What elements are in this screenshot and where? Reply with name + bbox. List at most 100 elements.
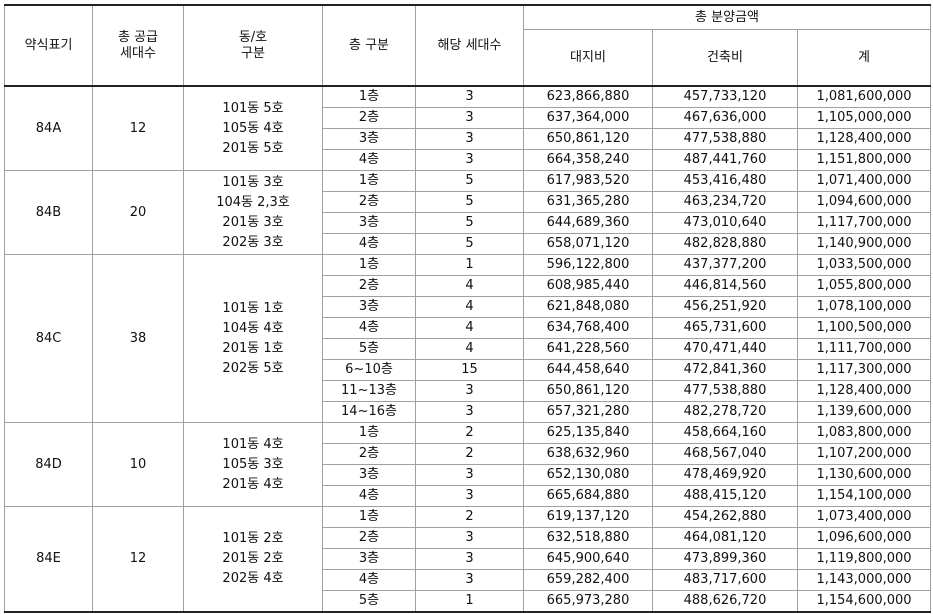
sum-cell: 1,130,600,000 <box>796 464 932 486</box>
land-cell: 657,321,280 <box>523 401 653 423</box>
supply-cell: 10 <box>92 422 184 507</box>
floor-cell: 11~13층 <box>322 380 416 402</box>
building-cell: 465,731,600 <box>652 317 798 339</box>
table-row: 5층 4 641,228,560 470,471,440 1,111,700,000 <box>5 338 932 360</box>
floor-cell: 4층 <box>322 485 416 507</box>
header-line: 총 공급 <box>117 29 158 45</box>
sum-cell: 1,111,700,000 <box>796 338 932 360</box>
price-table: 약식표기 총 공급 세대수 동/호 구분 층 구분 해당 세대수 총 분양금액 대지… <box>4 4 932 613</box>
header-cell: 동/호 구분 <box>183 4 323 87</box>
header-cell: 해당 세대수 <box>415 4 524 87</box>
supply-cell: 38 <box>92 254 184 423</box>
floor-cell: 2층 <box>322 191 416 213</box>
sum-cell: 1,071,400,000 <box>796 170 932 192</box>
floor-cell: 4층 <box>322 233 416 255</box>
building-cell: 446,814,560 <box>652 275 798 297</box>
building-cell: 477,538,880 <box>652 128 798 150</box>
land-cell: 619,137,120 <box>523 506 653 528</box>
sum-cell: 1,139,600,000 <box>796 401 932 423</box>
header-cell: 총 분양금액 <box>522 4 932 30</box>
sum-cell: 1,096,600,000 <box>796 527 932 549</box>
building-cell: 456,251,920 <box>652 296 798 318</box>
table-row: 11~13층 3 650,861,120 477,538,880 1,128,400,0… <box>5 380 932 402</box>
sum-cell: 1,055,800,000 <box>796 275 932 297</box>
header-line: 동/호 <box>238 29 268 45</box>
type-cell: 84D <box>4 422 93 507</box>
type-cell: 84E <box>4 506 93 613</box>
floor-cell: 1층 <box>322 506 416 528</box>
land-cell: 665,684,880 <box>523 485 653 507</box>
land-cell: 625,135,840 <box>523 422 653 444</box>
land-cell: 645,900,640 <box>523 548 653 570</box>
units-cell: 15 <box>415 359 524 381</box>
sum-cell: 1,151,800,000 <box>796 149 932 171</box>
building-cell: 473,899,360 <box>652 548 798 570</box>
units-cell: 1 <box>415 254 524 276</box>
building-cell: 468,567,040 <box>652 443 798 465</box>
floor-cell: 3층 <box>322 464 416 486</box>
floor-cell: 14~16층 <box>322 401 416 423</box>
land-cell: 596,122,800 <box>523 254 653 276</box>
floor-cell: 2층 <box>322 443 416 465</box>
dongho-line: 101동 5호 <box>222 100 284 116</box>
units-cell: 1 <box>415 590 524 613</box>
sum-cell: 1,073,400,000 <box>796 506 932 528</box>
building-cell: 488,415,120 <box>652 485 798 507</box>
header-cell: 약식표기 <box>4 4 93 87</box>
header-line: 세대수 <box>120 45 156 61</box>
floor-cell: 4층 <box>322 317 416 339</box>
sum-cell: 1,128,400,000 <box>796 128 932 150</box>
building-cell: 488,626,720 <box>652 590 798 613</box>
dongho-line: 101동 3호 <box>222 174 284 190</box>
dongho-line: 104동 2,3호 <box>216 194 290 210</box>
building-cell: 477,538,880 <box>652 380 798 402</box>
floor-cell: 3층 <box>322 548 416 570</box>
building-cell: 464,081,120 <box>652 527 798 549</box>
dongho-line: 202동 5호 <box>222 360 284 376</box>
building-cell: 478,469,920 <box>652 464 798 486</box>
units-cell: 3 <box>415 149 524 171</box>
dongho-line: 202동 4호 <box>222 571 284 586</box>
land-cell: 638,632,960 <box>523 443 653 465</box>
units-cell: 5 <box>415 212 524 234</box>
building-cell: 453,416,480 <box>652 170 798 192</box>
dongho-line: 104동 4호 <box>222 320 284 336</box>
land-cell: 621,848,080 <box>523 296 653 318</box>
table-row: 3층 3 645,900,640 473,899,360 1,119,800,000 <box>5 548 932 570</box>
land-cell: 632,518,880 <box>523 527 653 549</box>
units-cell: 4 <box>415 338 524 360</box>
units-cell: 3 <box>415 464 524 486</box>
units-cell: 3 <box>415 485 524 507</box>
floor-cell: 1층 <box>322 85 416 108</box>
floor-cell: 3층 <box>322 296 416 318</box>
header-line: 구분 <box>241 45 265 61</box>
floor-cell: 1층 <box>322 422 416 444</box>
units-cell: 3 <box>415 85 524 108</box>
sum-cell: 1,154,600,000 <box>796 590 932 613</box>
type-cell: 84A <box>4 85 93 171</box>
header-cell: 총 공급 세대수 <box>92 4 184 87</box>
dongho-line: 101동 2호 <box>222 531 284 546</box>
sum-cell: 1,094,600,000 <box>796 191 932 213</box>
units-cell: 4 <box>415 296 524 318</box>
floor-cell: 5층 <box>322 338 416 360</box>
floor-cell: 4층 <box>322 149 416 171</box>
dongho-line: 201동 1호 <box>222 340 284 356</box>
building-cell: 482,828,880 <box>652 233 798 255</box>
header-cell: 층 구분 <box>322 4 416 87</box>
dongho-line: 202동 3호 <box>222 234 284 250</box>
land-cell: 664,358,240 <box>523 149 653 171</box>
land-cell: 665,973,280 <box>523 590 653 613</box>
table-row: 14~16층 3 657,321,280 482,278,720 1,139,600,0… <box>5 401 932 423</box>
units-cell: 3 <box>415 380 524 402</box>
units-cell: 4 <box>415 317 524 339</box>
units-cell: 3 <box>415 107 524 129</box>
dongho-line: 101동 1호 <box>222 300 284 316</box>
sum-cell: 1,107,200,000 <box>796 443 932 465</box>
land-cell: 637,364,000 <box>523 107 653 129</box>
dongho-line: 201동 5호 <box>222 140 284 156</box>
dongho-cell: 101동 3호 104동 2,3호 201동 3호 202동 3호 <box>183 170 323 255</box>
header-cell: 대지비 <box>523 29 653 87</box>
floor-cell: 4층 <box>322 569 416 591</box>
dongho-cell: 101동 5호 105동 4호 201동 5호 <box>183 85 323 171</box>
